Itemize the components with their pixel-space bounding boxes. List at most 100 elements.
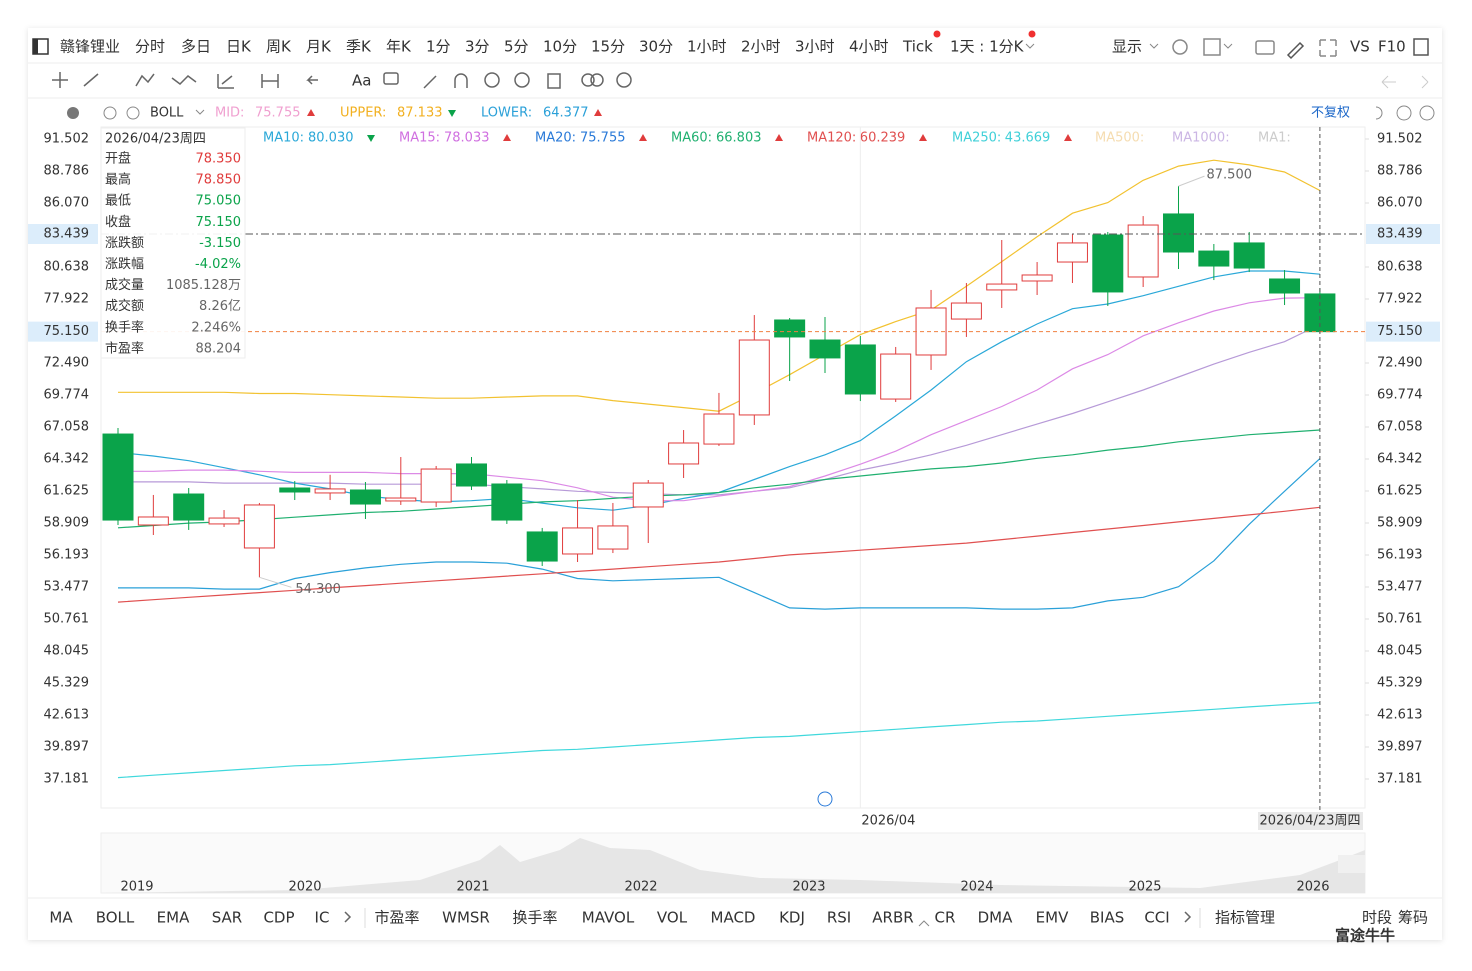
indicator-tab[interactable]: EMA bbox=[157, 909, 190, 927]
navigator-year: 2024 bbox=[960, 880, 993, 895]
vs-button[interactable]: VS bbox=[1350, 38, 1370, 56]
candle-body bbox=[809, 339, 841, 359]
candle-body bbox=[880, 353, 912, 400]
indicator-tab[interactable]: 换手率 bbox=[512, 909, 557, 927]
indicator-tab[interactable]: WMSR bbox=[442, 909, 490, 927]
y-tick-label: 48.045 bbox=[1377, 644, 1423, 659]
indicator-tab[interactable]: MACD bbox=[711, 909, 756, 927]
navigator-year: 2023 bbox=[792, 880, 825, 895]
magnet-tool[interactable] bbox=[454, 73, 468, 88]
navigator-handle[interactable] bbox=[1338, 855, 1365, 873]
indicator-tab[interactable]: MAVOL bbox=[582, 909, 635, 927]
layout-icon[interactable] bbox=[1203, 38, 1221, 56]
ma-label: MA500: bbox=[1095, 131, 1144, 146]
stock-name[interactable]: 赣锋锂业 bbox=[60, 38, 120, 56]
indicator-tab[interactable]: BIAS bbox=[1090, 909, 1125, 927]
note-tool[interactable] bbox=[383, 72, 399, 85]
indicator-tab[interactable]: KDJ bbox=[779, 909, 805, 927]
period-tab[interactable]: Tick bbox=[902, 38, 933, 56]
indicator-tab[interactable]: DMA bbox=[978, 909, 1013, 927]
chips-tab[interactable]: 筹码 bbox=[1398, 909, 1428, 927]
price-tag bbox=[28, 321, 98, 342]
indicator-tab[interactable]: BOLL bbox=[96, 909, 135, 927]
text-tool[interactable]: Aa bbox=[352, 72, 371, 90]
indicator-tab[interactable]: 市盈率 bbox=[374, 909, 419, 927]
event-marker[interactable] bbox=[817, 791, 833, 807]
undo-redo[interactable] bbox=[1381, 75, 1429, 89]
period-tab[interactable]: 周K bbox=[266, 38, 292, 56]
period-tab[interactable]: 3小时 bbox=[795, 38, 835, 56]
reset-icon[interactable] bbox=[1375, 106, 1383, 120]
period-tab[interactable]: 日K bbox=[226, 38, 252, 56]
info-value: 1085.128万 bbox=[166, 278, 241, 293]
panel-icon[interactable] bbox=[1413, 38, 1429, 56]
info-label: 涨跌额 bbox=[105, 235, 144, 251]
indicator-name[interactable]: BOLL bbox=[150, 106, 184, 121]
period-tab[interactable]: 1天 : 1分K bbox=[950, 38, 1025, 56]
zoom-out[interactable] bbox=[1396, 105, 1412, 121]
dropdown-icons bbox=[1025, 43, 1233, 49]
candle-body bbox=[1233, 242, 1265, 269]
trend-arrow bbox=[919, 134, 927, 141]
indicator-tab[interactable]: EMV bbox=[1036, 909, 1069, 927]
line-tool[interactable] bbox=[83, 73, 99, 87]
trend-arrow bbox=[503, 134, 511, 141]
tab-scroll[interactable] bbox=[344, 911, 1192, 923]
collapse-icon[interactable] bbox=[67, 107, 79, 119]
camera-icon[interactable] bbox=[1255, 40, 1275, 55]
indicator-tab[interactable]: CDP bbox=[263, 909, 294, 927]
hide-tool[interactable] bbox=[514, 72, 530, 88]
display-menu[interactable]: 显示 bbox=[1112, 38, 1142, 56]
tool-settings[interactable] bbox=[616, 72, 632, 88]
lock-tool[interactable] bbox=[484, 72, 500, 88]
period-tab[interactable]: 1分 bbox=[426, 38, 451, 56]
brush-tool[interactable] bbox=[423, 75, 437, 89]
settings-icon[interactable] bbox=[1172, 39, 1188, 55]
indicator-close[interactable] bbox=[126, 106, 140, 120]
measure-tool[interactable] bbox=[261, 74, 279, 88]
candle-body bbox=[1056, 242, 1088, 263]
wave-tool[interactable] bbox=[171, 75, 197, 85]
y-tick-label: 72.490 bbox=[44, 355, 90, 370]
compare-tool[interactable] bbox=[581, 73, 595, 87]
period-tab[interactable]: 2小时 bbox=[741, 38, 781, 56]
move-tool[interactable] bbox=[52, 72, 68, 88]
indicator-tab[interactable]: ARBR bbox=[872, 909, 913, 927]
indicator-tab[interactable]: VOL bbox=[657, 909, 688, 927]
period-tab[interactable]: 月K bbox=[306, 38, 332, 56]
zoom-in[interactable] bbox=[1419, 105, 1435, 121]
indicator-tab[interactable]: SAR bbox=[212, 909, 242, 927]
period-tab[interactable]: 分时 bbox=[135, 38, 165, 56]
f10-button[interactable]: F10 bbox=[1378, 38, 1406, 56]
period-tab[interactable]: 5分 bbox=[504, 38, 529, 56]
period-tab[interactable]: 多日 bbox=[181, 38, 211, 56]
fullscreen-icon[interactable] bbox=[1319, 39, 1337, 57]
indicator-dropdown[interactable] bbox=[195, 109, 205, 115]
delete-tool[interactable] bbox=[547, 73, 561, 89]
candle-body bbox=[562, 527, 594, 555]
period-tab[interactable]: 3分 bbox=[465, 38, 490, 56]
fib-tool[interactable] bbox=[217, 74, 234, 89]
period-tab[interactable]: 季K bbox=[346, 38, 372, 56]
indicator-tab[interactable]: IC bbox=[315, 909, 330, 927]
pen-icon[interactable] bbox=[1286, 41, 1305, 60]
period-tab[interactable]: 1小时 bbox=[687, 38, 727, 56]
period-tab[interactable]: 时段 bbox=[1362, 909, 1392, 927]
indicator-tab[interactable]: RSI bbox=[827, 909, 851, 927]
period-tab[interactable]: 10分 bbox=[543, 38, 577, 56]
y-tick-label: 39.897 bbox=[44, 740, 90, 755]
indicator-settings[interactable] bbox=[103, 106, 117, 120]
period-tab[interactable]: 4小时 bbox=[849, 38, 889, 56]
period-tab[interactable]: 年K bbox=[386, 38, 412, 56]
adjust-menu[interactable]: 不复权 bbox=[1311, 105, 1350, 121]
arrow-tool[interactable] bbox=[306, 75, 318, 85]
period-tab[interactable]: 30分 bbox=[639, 38, 673, 56]
indicator-manage[interactable]: 指标管理 bbox=[1215, 909, 1275, 927]
indicator-tab[interactable]: CCI bbox=[1144, 909, 1169, 927]
y-tick-label: 88.786 bbox=[1377, 163, 1423, 178]
indicator-tab[interactable]: CR bbox=[935, 909, 956, 927]
period-tab[interactable]: 15分 bbox=[591, 38, 625, 56]
polyline-tool[interactable] bbox=[135, 73, 155, 87]
indicator-tab[interactable]: MA bbox=[49, 909, 73, 927]
